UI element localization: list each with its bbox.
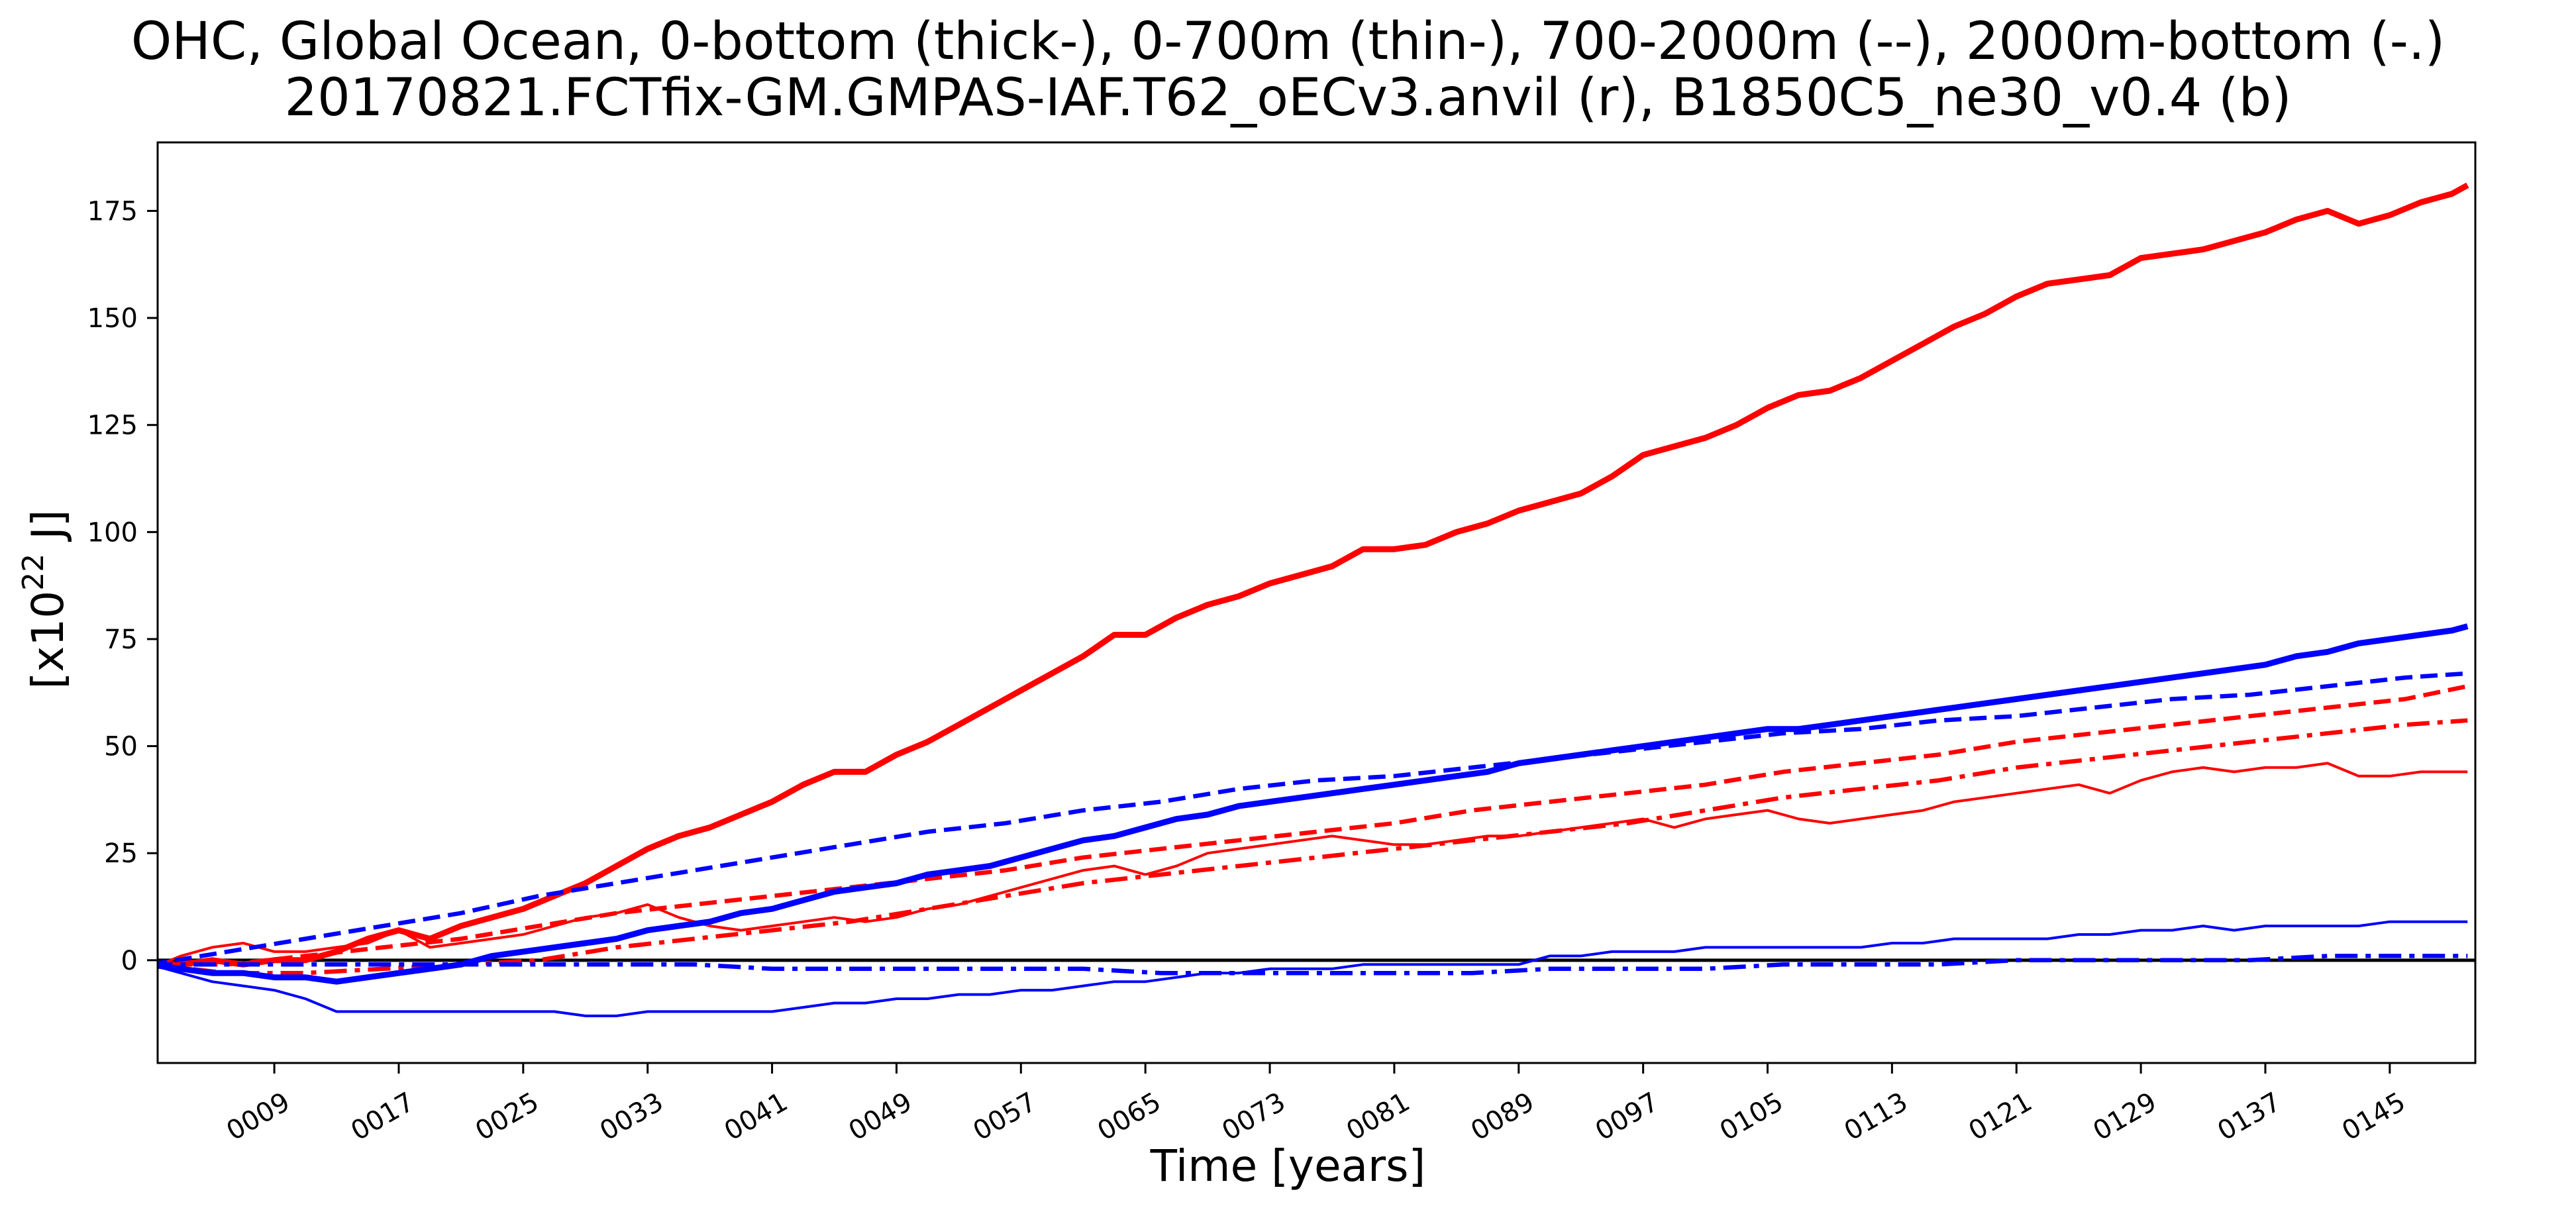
x-tick-label: 0113 [1839,1087,1913,1147]
x-tick-label: 0105 [1715,1087,1788,1147]
y-tick-label: 25 [104,838,138,869]
x-tick-label: 0121 [1963,1087,2037,1147]
chart-subtitle: 20170821.FCTfix-GM.GMPAS-IAF.T62_oECv3.a… [284,68,2292,128]
y-tick-label: 125 [87,411,138,441]
x-tick-label: 0017 [346,1087,419,1147]
series-line-blue-dashed [158,671,2468,966]
x-tick-label: 0057 [968,1087,1042,1147]
plot-frame [156,141,2477,1064]
y-tick-label: 175 [87,196,138,227]
x-tick-label: 0089 [1466,1087,1539,1147]
series-line-blue-thin-solid [158,920,2468,1017]
chart-title: OHC, Global Ocean, 0-bottom (thick-), 0-… [130,12,2446,72]
y-tick-label: 75 [104,625,138,655]
x-tick-label: 0145 [2337,1087,2410,1147]
x-tick-label: 0097 [1590,1087,1664,1147]
ticks-layer: 0 25 50 75 100 125 150 175 0009 0017 0025 0033 0041 0… [87,196,2411,1146]
series-line-blue-thick-solid [158,623,2469,985]
y-tick-label: 150 [87,303,138,334]
x-axis-label: Time [years] [1150,1140,1426,1191]
y-tick-label: 100 [87,517,138,548]
x-tick-label: 0049 [844,1087,917,1147]
y-axis-label-suffix: J] [23,509,74,554]
x-tick-label: 0137 [2212,1087,2286,1147]
series-line-red-dashed [158,683,2468,967]
y-axis-label-prefix: [x10 [23,590,74,689]
series-line-blue-dashdot [158,954,2468,976]
x-tick-label: 0081 [1341,1087,1415,1147]
y-axis-label: [x1022 J] [17,510,74,689]
series-line-red-thick-solid [158,182,2469,968]
series-layer [158,182,2469,1017]
y-axis-label-exponent: 22 [17,553,50,591]
y-tick-label: 0 [121,946,138,976]
x-tick-label: 0025 [470,1087,544,1147]
x-tick-label: 0009 [221,1087,295,1147]
series-line-red-thin-solid [158,762,2468,968]
y-tick-label: 50 [104,732,138,762]
x-tick-label: 0073 [1217,1087,1290,1147]
x-tick-label: 0041 [719,1087,793,1147]
x-tick-label: 0065 [1092,1087,1166,1147]
x-tick-label: 0033 [595,1087,668,1147]
x-tick-label: 0129 [2088,1087,2161,1147]
series-line-red-dashdot [158,718,2468,976]
